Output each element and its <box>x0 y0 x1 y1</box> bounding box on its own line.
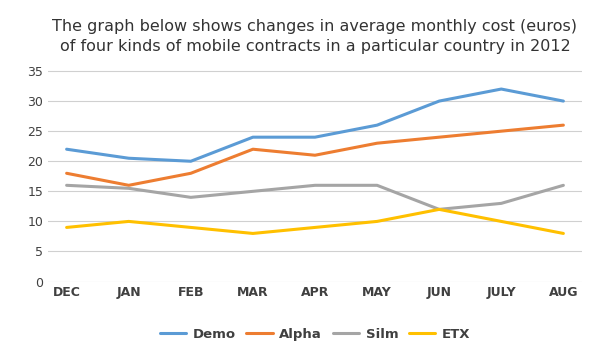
Title: The graph below shows changes in average monthly cost (euros)
of four kinds of m: The graph below shows changes in average… <box>53 19 577 54</box>
Alpha <box>125 183 133 187</box>
Silm <box>560 183 567 187</box>
Silm <box>311 183 319 187</box>
ETX <box>63 225 70 230</box>
Demo <box>311 135 319 139</box>
Silm <box>436 207 443 212</box>
Alpha <box>373 141 380 145</box>
Silm <box>63 183 70 187</box>
ETX <box>311 225 319 230</box>
Silm <box>373 183 380 187</box>
ETX <box>187 225 194 230</box>
Demo <box>560 99 567 103</box>
ETX <box>497 219 505 223</box>
Alpha <box>497 129 505 133</box>
ETX <box>436 207 443 212</box>
Line: ETX: ETX <box>67 209 563 234</box>
Alpha <box>560 123 567 127</box>
Demo <box>436 99 443 103</box>
Demo <box>497 87 505 91</box>
Alpha <box>187 171 194 175</box>
Line: Demo: Demo <box>67 89 563 161</box>
Silm <box>497 201 505 205</box>
Demo <box>187 159 194 164</box>
Legend: Demo, Alpha, Silm, ETX: Demo, Alpha, Silm, ETX <box>154 323 476 347</box>
Demo <box>63 147 70 151</box>
Alpha <box>250 147 257 151</box>
Line: Silm: Silm <box>67 185 563 209</box>
Silm <box>187 195 194 200</box>
Alpha <box>63 171 70 175</box>
ETX <box>373 219 380 223</box>
ETX <box>560 231 567 236</box>
Line: Alpha: Alpha <box>67 125 563 185</box>
Demo <box>250 135 257 139</box>
Demo <box>125 156 133 160</box>
Silm <box>125 186 133 191</box>
Demo <box>373 123 380 127</box>
ETX <box>125 219 133 223</box>
Alpha <box>311 153 319 157</box>
Silm <box>250 189 257 193</box>
Alpha <box>436 135 443 139</box>
ETX <box>250 231 257 236</box>
